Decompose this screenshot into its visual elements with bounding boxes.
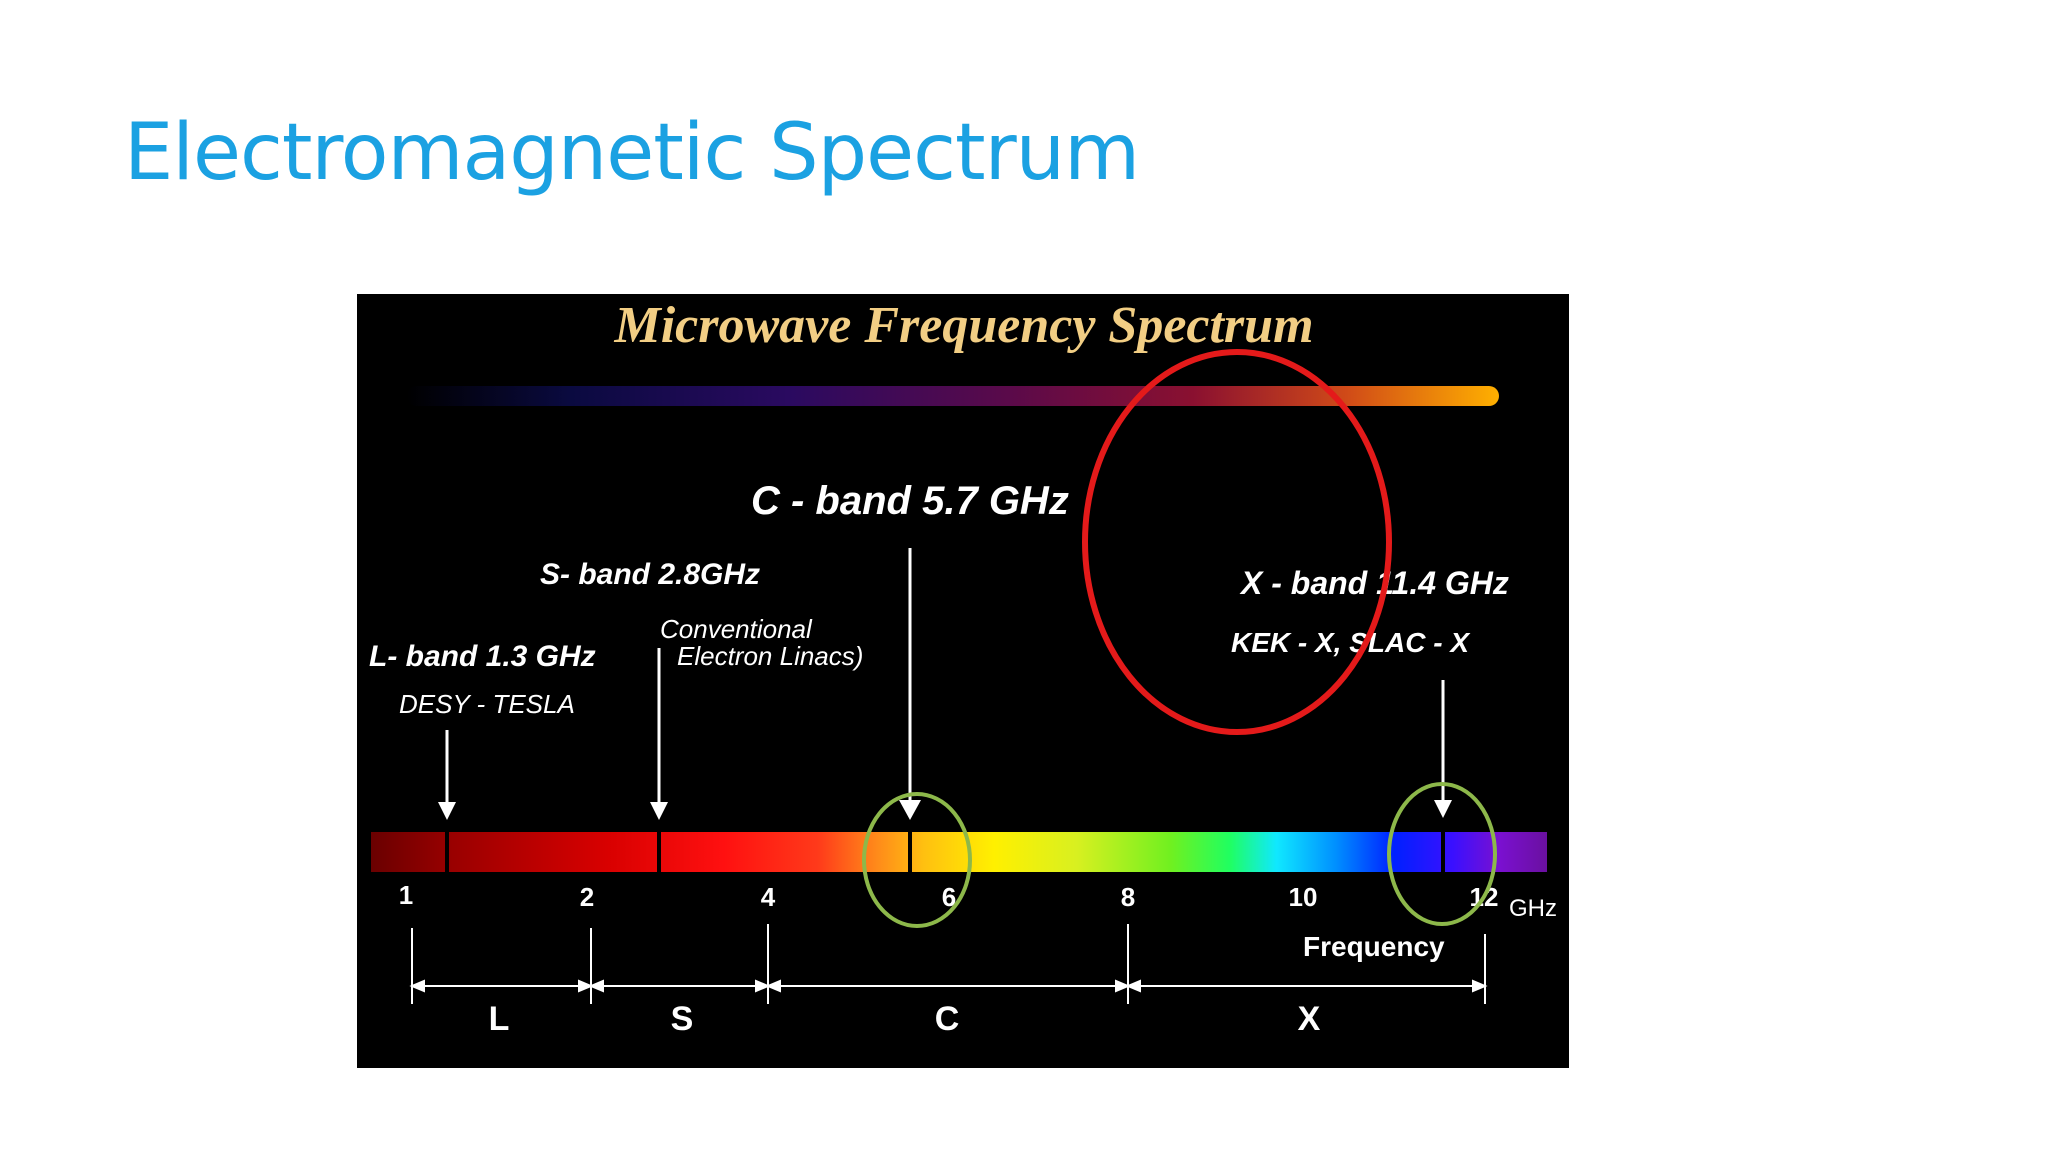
- tick-label: 1: [399, 880, 413, 910]
- x-band-highlight-circle: [1082, 349, 1392, 735]
- c-band-highlight-circle: [862, 792, 972, 928]
- band-markers: [445, 830, 1445, 874]
- slide-title: Electromagnetic Spectrum: [124, 108, 1140, 198]
- band-letter: L: [489, 1000, 510, 1038]
- tick-labels: 1 2 4 6 8 10 12: [399, 880, 1499, 912]
- top-gradient-bar: [407, 386, 1499, 406]
- tick-label: 10: [1289, 882, 1318, 912]
- s-band-note-line2: Electron Linacs): [677, 641, 863, 671]
- x-band-small-highlight-circle: [1387, 782, 1497, 926]
- s-band-label: S- band 2.8GHz: [540, 558, 760, 591]
- c-band-label: C - band 5.7 GHz: [751, 479, 1069, 523]
- s-band-arrow: [650, 648, 668, 820]
- band-letter: C: [935, 1000, 960, 1038]
- microwave-spectrum-figure: Microwave Frequency Spectrum C - band 5.…: [357, 294, 1569, 1068]
- figure-title: Microwave Frequency Spectrum: [613, 297, 1313, 354]
- spectrum-bar: [371, 832, 1547, 872]
- tick-label: 8: [1121, 882, 1135, 912]
- axis-label: Frequency: [1303, 931, 1445, 962]
- x-band-arrow: [1434, 680, 1452, 818]
- l-band-arrow: [438, 730, 456, 820]
- unit-label: GHz: [1509, 895, 1557, 922]
- l-band-note: DESY - TESLA: [399, 689, 575, 719]
- band-letter: S: [671, 1000, 694, 1038]
- l-band-label: L- band 1.3 GHz: [369, 640, 596, 673]
- band-range-lines: [409, 924, 1488, 1004]
- tick-label: 6: [942, 882, 956, 912]
- s-band-note-line1: Conventional: [660, 614, 813, 644]
- band-letter: X: [1298, 1000, 1321, 1038]
- x-band-label: X - band 11.4 GHz: [1239, 565, 1509, 601]
- c-band-arrow: [899, 548, 921, 820]
- tick-label: 4: [761, 882, 776, 912]
- x-band-note: KEK - X, SLAC - X: [1231, 627, 1471, 658]
- tick-label: 2: [580, 882, 594, 912]
